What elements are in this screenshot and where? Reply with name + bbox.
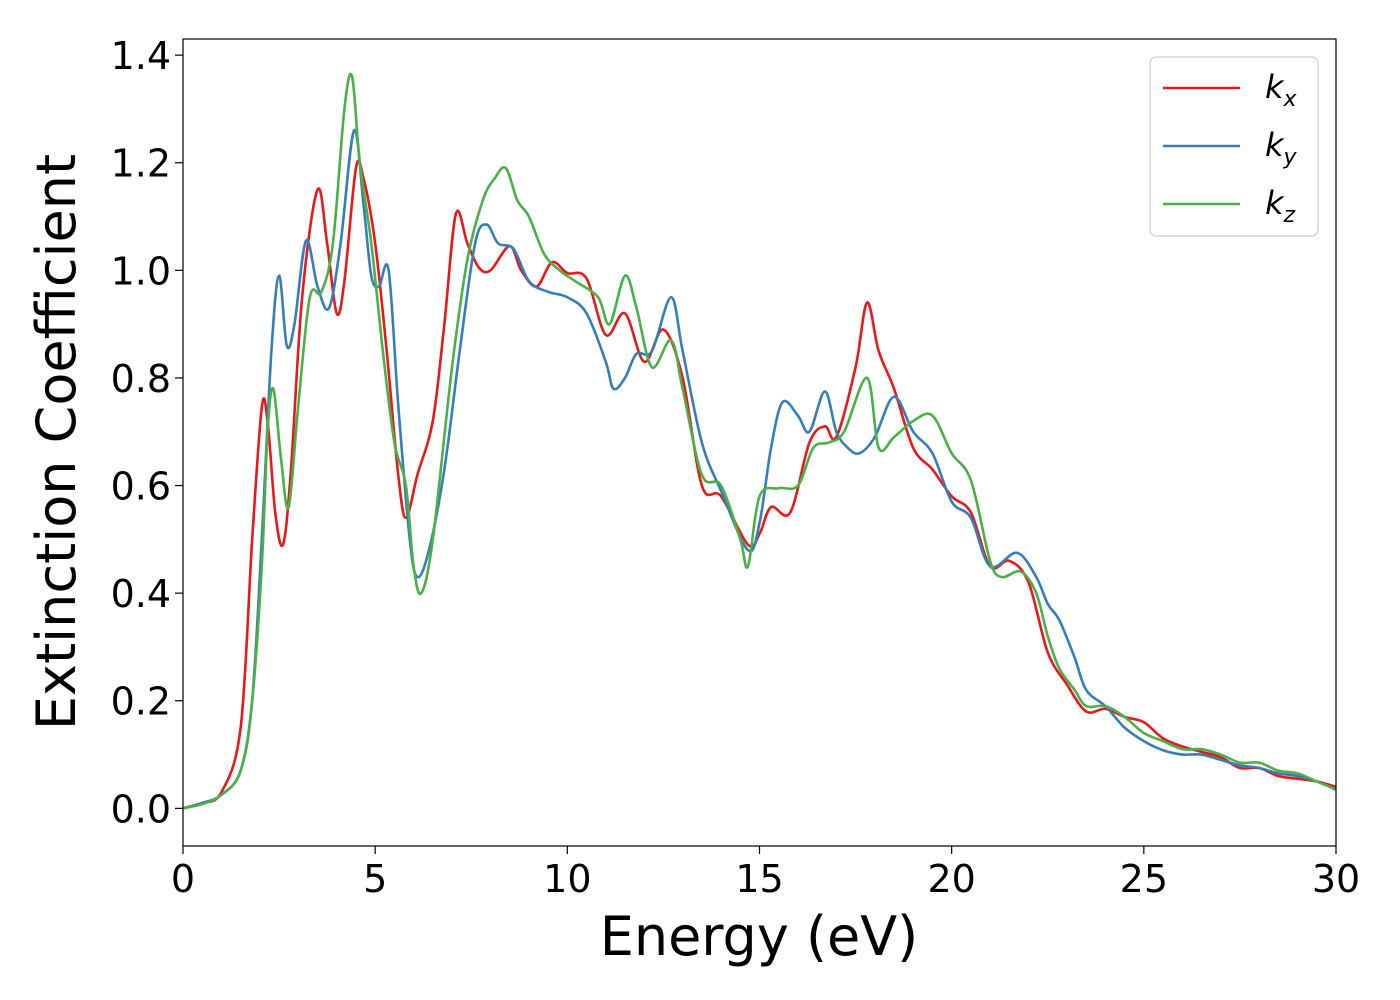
y-tick-label: 0.0	[111, 787, 171, 831]
x-tick-label: 25	[1120, 857, 1168, 901]
y-tick-label: 1.4	[111, 34, 171, 78]
legend-label-ky: ky	[1265, 126, 1298, 170]
series-line-kx	[182, 159, 1337, 810]
y-tick-label: 1.0	[111, 249, 171, 293]
y-tick-label: 0.2	[111, 680, 171, 724]
legend: kx ky kz	[1149, 56, 1319, 237]
x-tick-label: 20	[927, 857, 975, 901]
series-line-ky	[182, 129, 1337, 810]
y-tick-label: 0.6	[111, 465, 171, 509]
x-axis-label: Energy (eV)	[600, 905, 919, 968]
axis-ticks: 0 5 10 15 20 25 30 0.0 0.2 0.4 0.6 0.8 1.0 1.2 1.4	[111, 34, 1361, 901]
legend-label-kz: kz	[1265, 184, 1296, 228]
x-tick-label: 30	[1312, 857, 1360, 901]
y-tick-label: 0.8	[111, 357, 171, 401]
y-axis-label: Extinction Coefficient	[25, 154, 88, 730]
legend-label-kx: kx	[1265, 68, 1298, 112]
series-lines	[182, 72, 1337, 810]
x-tick-label: 5	[363, 857, 387, 901]
x-tick-label: 0	[171, 857, 195, 901]
series-line-kz	[182, 72, 1337, 810]
y-tick-label: 1.2	[111, 142, 171, 186]
x-tick-label: 10	[543, 857, 591, 901]
y-tick-label: 0.4	[111, 572, 171, 616]
x-tick-label: 15	[735, 857, 783, 901]
